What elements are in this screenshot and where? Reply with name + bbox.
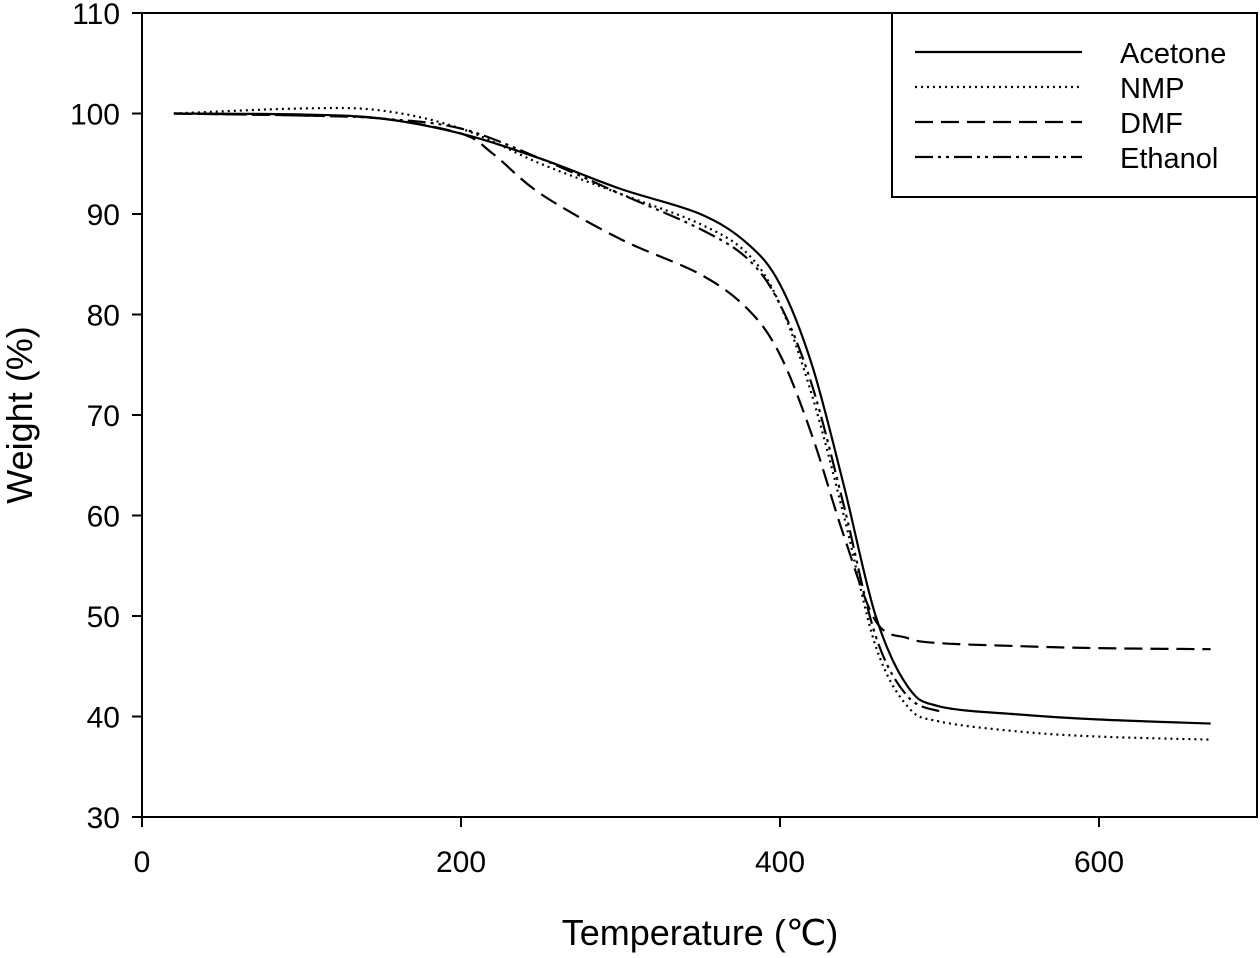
y-tick-label: 50 (87, 601, 120, 634)
y-tick-label: 90 (87, 199, 120, 232)
legend-label-acetone: Acetone (1120, 38, 1226, 70)
series-line-dmf (173, 112, 1211, 651)
y-tick-label: 30 (87, 802, 120, 835)
axes: 0 200 400 600 30 40 50 60 70 80 90 100 110 (70, 0, 1258, 879)
legend-label-nmp: NMP (1120, 73, 1184, 105)
legend-box (891, 12, 1258, 198)
legend-label-dmf: DMF (1120, 108, 1183, 140)
y-tick-label: 110 (72, 0, 120, 31)
legend-label-ethanol: Ethanol (1120, 143, 1218, 175)
x-tick-label: 400 (755, 846, 805, 879)
x-tick-label: 200 (436, 846, 486, 879)
y-axis-label: Weight (%) (0, 326, 40, 503)
series-line-ethanol (173, 112, 940, 713)
y-tick-label: 60 (87, 501, 120, 534)
y-tick-label: 40 (87, 702, 120, 735)
y-tick-label: 100 (70, 99, 120, 132)
series-line-nmp (173, 106, 1211, 741)
x-axis-label: Temperature (℃) (562, 912, 839, 953)
series-line-acetone (173, 112, 1211, 725)
series-lines (173, 106, 1211, 741)
x-tick-label: 0 (134, 846, 151, 879)
y-tick-label: 80 (87, 300, 120, 333)
y-tick-label: 70 (87, 400, 120, 433)
x-tick-label: 600 (1074, 846, 1124, 879)
